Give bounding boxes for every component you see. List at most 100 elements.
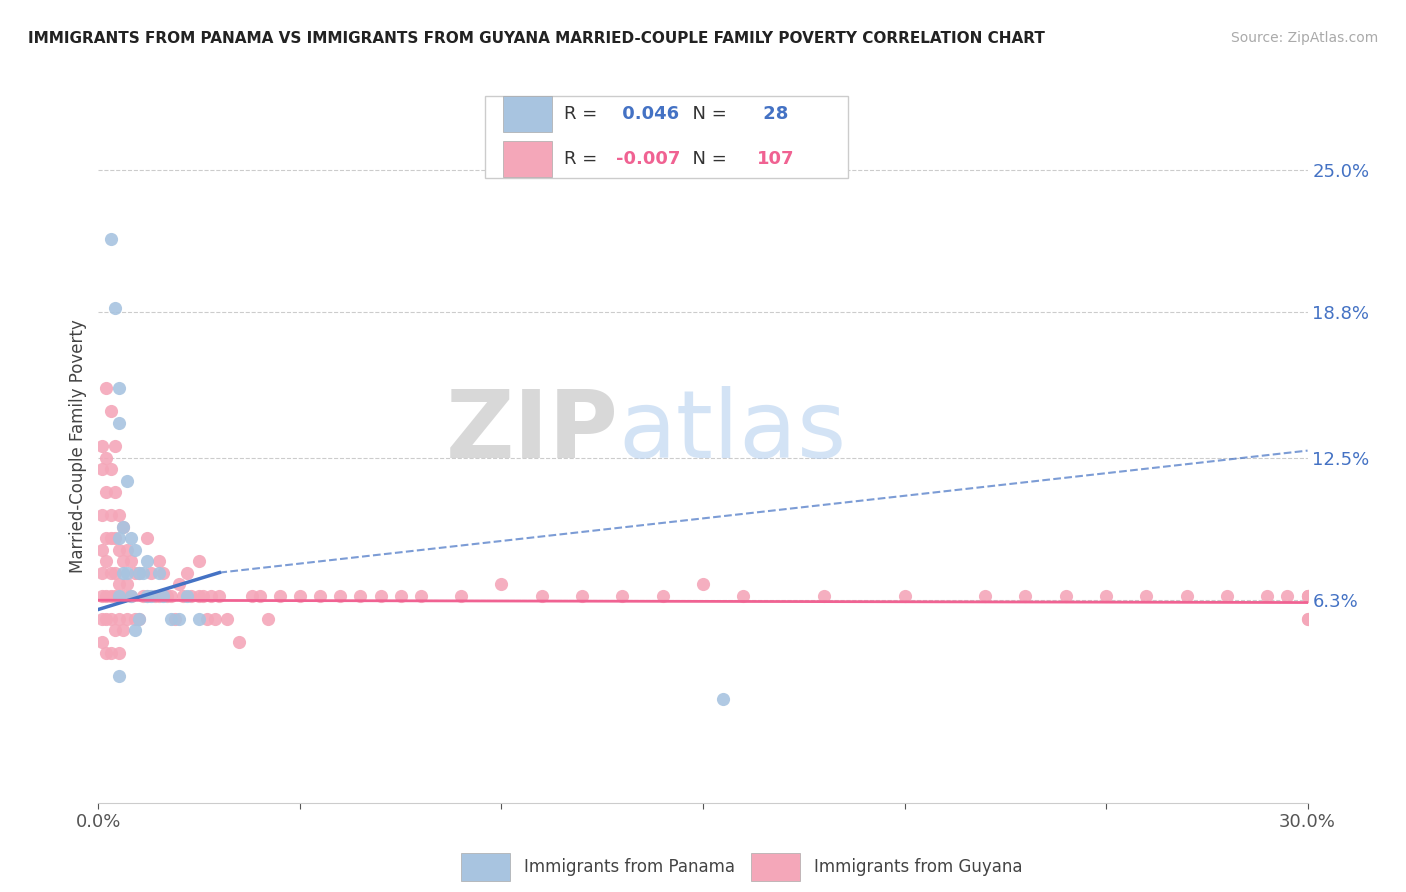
Point [107,669,129,683]
Text: Immigrants from Guyana: Immigrants from Guyana [814,858,1022,876]
Point [491,577,513,591]
Point [100,646,122,660]
Point [100,531,122,545]
Point [188,589,211,603]
Point [176,566,198,580]
Text: 0.046: 0.046 [616,105,679,123]
Point [1175,589,1198,603]
Point [180,589,202,603]
Point [692,577,714,591]
Point [733,589,755,603]
Point [120,531,142,545]
Point [167,612,190,626]
Text: N =: N = [682,150,733,168]
Point [193,589,215,603]
Point [115,566,138,580]
Point [115,612,138,626]
Point [217,612,239,626]
Point [148,566,170,580]
Point [139,589,162,603]
Point [1135,589,1157,603]
Point [711,692,734,706]
Point [111,623,134,637]
Point [208,589,231,603]
Point [103,589,125,603]
Point [188,554,211,568]
Point [1296,589,1319,603]
Point [288,589,311,603]
Point [100,566,122,580]
Point [128,566,150,580]
Point [1095,589,1118,603]
Point [349,589,371,603]
Point [135,589,157,603]
Point [103,439,125,453]
Point [1296,612,1319,626]
Point [160,589,183,603]
Point [115,542,138,557]
Point [409,589,432,603]
Point [103,485,125,500]
Point [107,542,129,557]
Point [813,589,835,603]
Point [96,381,118,395]
Text: Source: ZipAtlas.com: Source: ZipAtlas.com [1230,31,1378,45]
Point [152,566,174,580]
Point [111,554,134,568]
Point [96,646,118,660]
Point [128,612,150,626]
Point [893,589,915,603]
Point [107,531,129,545]
Point [120,589,142,603]
Point [1256,589,1278,603]
Point [195,612,218,626]
Point [96,612,118,626]
Point [103,566,125,580]
Point [156,589,179,603]
Y-axis label: Married-Couple Family Poverty: Married-Couple Family Poverty [69,319,87,573]
Text: atlas: atlas [619,385,846,478]
Point [115,474,138,488]
Point [100,589,122,603]
Point [135,531,157,545]
Point [188,612,211,626]
Point [269,589,291,603]
Point [124,566,146,580]
Point [571,589,593,603]
Point [1054,589,1077,603]
Point [135,554,157,568]
Point [100,404,122,418]
Point [132,589,155,603]
Point [1296,589,1319,603]
FancyBboxPatch shape [485,96,848,178]
Point [160,612,183,626]
Point [91,462,114,476]
Point [329,589,352,603]
Point [107,589,129,603]
Point [91,612,114,626]
Point [96,485,118,500]
Point [91,589,114,603]
Point [100,232,122,246]
Text: 107: 107 [758,150,794,168]
Point [1296,589,1319,603]
Point [100,508,122,522]
Text: IMMIGRANTS FROM PANAMA VS IMMIGRANTS FROM GUYANA MARRIED-COUPLE FAMILY POVERTY C: IMMIGRANTS FROM PANAMA VS IMMIGRANTS FRO… [28,31,1045,46]
Point [370,589,392,603]
Point [96,531,118,545]
Point [256,612,278,626]
Point [249,589,271,603]
Text: Immigrants from Panama: Immigrants from Panama [524,858,735,876]
Point [107,646,129,660]
Point [128,566,150,580]
Point [450,589,472,603]
Point [111,519,134,533]
Point [111,566,134,580]
Point [167,577,190,591]
Point [107,508,129,522]
Point [96,450,118,465]
Point [143,589,166,603]
Point [135,589,157,603]
Point [91,566,114,580]
FancyBboxPatch shape [503,141,551,177]
